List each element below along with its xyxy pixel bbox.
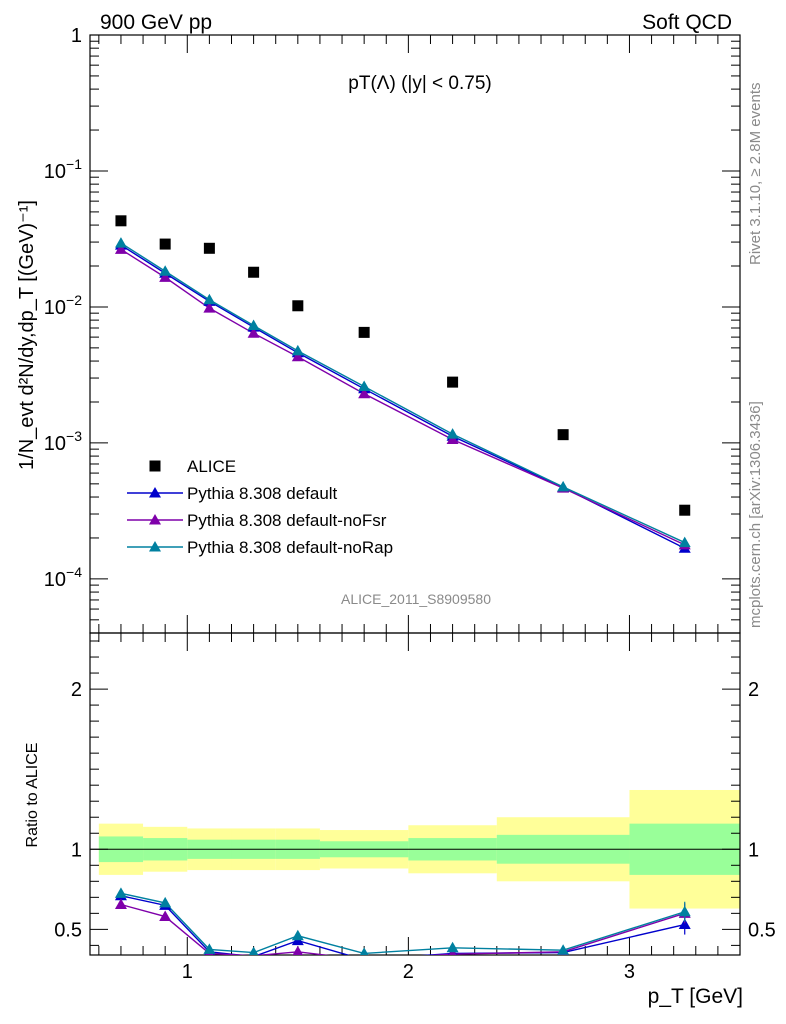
point-data [358,326,370,338]
x-axis-label: p_T [GeV] [648,985,743,1008]
top-ytick-label: 1 [71,25,82,47]
header-left: 900 GeV pp [100,11,212,34]
ratio-point-default [678,918,691,930]
point-data [159,238,171,250]
ratio-point-noRap [678,905,691,917]
point-noFsr [247,327,260,338]
legend: ALICE Pythia 8.308 default Pythia 8.308 de… [127,457,393,557]
top-ytick-label: 10−2 [44,292,82,319]
point-data [248,266,260,278]
bottom-ytick-label: 0.5 [54,919,82,941]
point-noFsr [203,302,216,313]
ratio-point-noRap [114,887,127,898]
point-noFsr [159,271,172,282]
point-noRap [291,344,304,356]
bottom-ytick-label: 2 [71,679,82,701]
bottom-ylabel: Ratio to ALICE [24,743,41,848]
top-ytick-label: 10−3 [44,428,82,455]
point-data [447,376,459,388]
legend-marker-data [149,460,161,472]
point-data [203,242,215,254]
legend-label: Pythia 8.308 default [187,484,338,503]
top-ytick-label: 10−4 [44,564,82,591]
ratio-point-noRap [446,941,459,953]
bottom-panel-frame [89,632,741,956]
bottom-xtick-label: 1 [182,961,193,983]
mcplots-label: mcplots.cern.ch [arXiv:1306.3436] [747,401,764,628]
watermark: ALICE_2011_S8909580 [341,591,491,607]
bottom-ytick-label-right: 1 [748,839,759,861]
ratio-point-noRap [359,947,369,955]
legend-marker-noFsr [149,514,161,525]
legend-label: Pythia 8.308 default-noFsr [187,511,387,530]
point-noFsr [291,350,304,362]
point-noRap [446,428,459,439]
panel-frames [89,34,741,956]
series-markers [114,215,691,955]
ratio-point-noRap [557,944,570,955]
point-data [679,504,691,516]
point-noRap [159,265,172,276]
point-noRap [358,380,371,391]
bottom-xtick-label: 2 [403,961,414,983]
top-ylabel: 1/N_evt d²N/dy,dp_T [(GeV)⁻¹] [16,200,38,470]
bottom-ytick-label: 1 [71,839,82,861]
bottom-xtick-label: 3 [624,961,635,983]
point-noRap [203,293,216,305]
top-ytick-label: 10−1 [44,156,82,183]
ratio-point-noFsr [159,910,172,922]
axis-ticks: 10−4 10−3 10−2 10−1 1 1 2 3 0.5 0.5 1 1 2 2 [44,25,776,983]
point-noRap [114,237,127,248]
rivet-label: Rivet 3.1.10, ≥ 2.8M events [747,83,764,266]
ratio-point-noFsr [292,945,304,955]
ratio-point-noRap [291,929,304,941]
legend-label: ALICE [187,457,236,476]
point-data [292,300,304,312]
ratio-lines [120,892,685,955]
point-noRap [247,319,260,331]
ratio-markers [114,887,691,955]
plot-title: pT(Λ) (|y| < 0.75) [348,73,491,94]
ratio-point-noFsr [114,898,127,910]
legend-label: Pythia 8.308 default-noRap [187,538,393,557]
point-noFsr [446,433,459,444]
legend-marker-noRap [149,541,161,552]
point-data [557,429,569,441]
point-data [115,215,127,227]
uncertainty-bands [90,789,740,909]
point-noFsr [358,387,371,399]
point-noRap [678,536,691,548]
bottom-ytick-label-right: 0.5 [748,919,776,941]
point-noFsr [114,243,127,254]
bottom-ytick-label-right: 2 [748,679,759,701]
ratio-point-noRap [159,896,172,908]
ratio-point-noRap [203,943,216,954]
ratio-point-noRap [248,946,259,955]
legend-marker-default [149,487,161,498]
point-noRap [557,480,570,492]
header-right: Soft QCD [642,11,732,34]
